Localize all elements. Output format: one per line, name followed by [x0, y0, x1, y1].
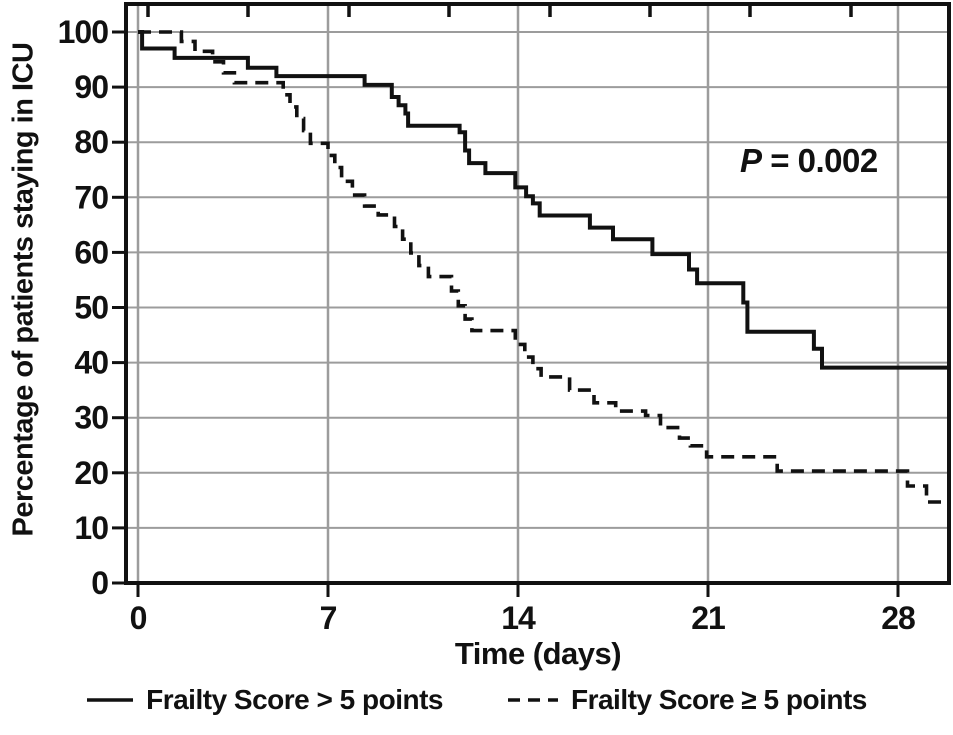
legend-item-solid: Frailty Score > 5 points [86, 684, 443, 716]
svg-text:90: 90 [74, 69, 108, 105]
p-symbol: P [740, 142, 762, 179]
svg-text:100: 100 [58, 14, 109, 50]
svg-text:30: 30 [74, 400, 108, 436]
legend-label-dashed: Frailty Score ≥ 5 points [570, 684, 867, 715]
svg-text:0: 0 [130, 600, 147, 636]
svg-text:40: 40 [74, 345, 108, 381]
svg-text:28: 28 [881, 600, 915, 636]
svg-text:0: 0 [91, 565, 108, 601]
svg-text:21: 21 [691, 600, 725, 636]
legend-label-solid: Frailty Score > 5 points [146, 684, 443, 715]
y-axis-title: Percentage of patients staying in ICU [7, 42, 40, 537]
dashed-line-sample [507, 698, 558, 702]
svg-text:20: 20 [74, 455, 108, 491]
svg-text:80: 80 [74, 124, 108, 160]
svg-text:10: 10 [74, 510, 108, 546]
svg-text:50: 50 [74, 290, 108, 326]
svg-text:70: 70 [74, 179, 108, 215]
legend: Frailty Score > 5 points Frailty Score ≥… [0, 684, 953, 716]
svg-text:7: 7 [320, 600, 337, 636]
x-axis-title: Time (days) [454, 636, 622, 671]
svg-text:60: 60 [74, 234, 108, 270]
p-value-text: = 0.002 [770, 142, 878, 179]
solid-line-sample [87, 698, 134, 702]
legend-item-dashed: Frailty Score ≥ 5 points [507, 684, 867, 716]
svg-text:14: 14 [501, 600, 536, 636]
p-value-annotation: P = 0.002 [740, 142, 878, 180]
